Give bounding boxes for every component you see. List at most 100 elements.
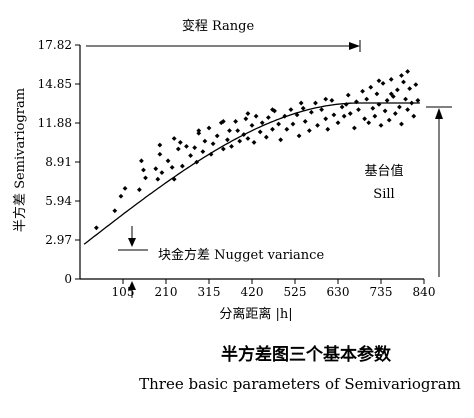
data-point — [153, 166, 159, 172]
data-point — [370, 105, 376, 111]
data-point — [300, 105, 306, 111]
data-point — [282, 113, 288, 119]
data-point — [257, 129, 263, 135]
x-tick-group: 105 210 315 420 525 630 735 840 — [112, 279, 436, 299]
data-point — [360, 88, 365, 94]
data-point — [284, 126, 290, 132]
data-point — [329, 98, 335, 103]
data-point — [136, 187, 142, 193]
data-point — [233, 119, 239, 124]
data-point — [122, 185, 128, 191]
data-point — [384, 98, 390, 103]
caption-chinese: 半方差图三个基本参数 — [221, 344, 392, 365]
data-point — [229, 143, 234, 149]
x-tick-label: 315 — [198, 285, 221, 299]
data-point — [407, 86, 413, 91]
data-point — [139, 158, 144, 164]
data-point — [243, 116, 249, 122]
nugget-top-arrow-head — [128, 238, 136, 247]
data-point — [93, 225, 99, 231]
data-point — [364, 96, 370, 102]
data-point — [319, 107, 325, 113]
data-point — [159, 170, 165, 176]
data-point — [345, 92, 351, 98]
data-point — [411, 113, 417, 119]
data-point — [171, 136, 177, 141]
data-point — [220, 119, 226, 124]
data-point — [323, 96, 329, 102]
data-point — [343, 101, 349, 107]
y-tick-label: 8.91 — [45, 155, 72, 169]
data-point — [405, 107, 411, 113]
data-point — [259, 120, 265, 126]
data-point — [177, 140, 183, 145]
data-point — [141, 167, 146, 173]
data-point — [169, 164, 175, 170]
data-point — [378, 122, 384, 128]
sill-label-en: Sill — [373, 187, 394, 202]
x-axis-title: 分离距离 |h| — [219, 306, 292, 322]
data-point — [380, 80, 386, 86]
data-point — [405, 69, 411, 74]
data-point — [270, 126, 275, 132]
data-point — [265, 115, 271, 120]
y-tick-label: 14.85 — [38, 77, 72, 91]
data-point — [306, 128, 312, 134]
data-point — [388, 77, 394, 82]
data-point — [253, 113, 259, 119]
data-point — [347, 111, 353, 116]
y-tick-label: 2.97 — [45, 233, 72, 247]
data-point — [415, 98, 421, 103]
data-point — [210, 141, 216, 147]
data-point — [206, 125, 212, 131]
data-point — [372, 113, 378, 119]
x-tick-label: 840 — [413, 285, 436, 299]
data-point — [413, 82, 419, 88]
data-point — [386, 117, 392, 123]
data-point — [325, 126, 331, 132]
data-point — [192, 145, 198, 151]
data-point — [313, 100, 318, 106]
data-point — [399, 121, 404, 127]
sill-label-cn: 基台值 — [364, 163, 403, 179]
semivariogram-model-curve — [83, 102, 420, 245]
data-point — [290, 121, 296, 127]
y-tick-label: 17.82 — [38, 38, 72, 52]
data-point — [278, 137, 284, 143]
nugget-bottom-arrow-head — [128, 281, 136, 290]
data-point — [251, 140, 257, 145]
data-point — [341, 113, 347, 119]
data-point — [184, 143, 189, 149]
data-point — [112, 208, 118, 214]
data-point — [157, 142, 163, 148]
data-point — [235, 128, 241, 134]
data-point — [143, 175, 148, 181]
data-point — [351, 125, 357, 131]
data-point — [296, 133, 302, 139]
data-point — [308, 109, 314, 115]
data-point — [188, 153, 193, 158]
data-point — [339, 104, 345, 110]
data-point — [315, 122, 320, 128]
y-axis-title: 半方差 Semivariogram — [12, 88, 28, 232]
data-point — [397, 104, 402, 110]
data-point — [202, 138, 208, 144]
data-point — [331, 112, 337, 118]
data-point — [368, 84, 374, 90]
scatter-points — [93, 69, 421, 231]
data-point — [403, 96, 408, 102]
range-arrow-head — [349, 42, 360, 50]
x-tick-label: 525 — [284, 285, 307, 299]
data-point — [390, 94, 396, 99]
data-point — [225, 137, 230, 143]
data-point — [382, 108, 388, 114]
data-point — [401, 79, 406, 85]
data-point — [179, 163, 185, 169]
data-point — [335, 120, 341, 126]
data-point — [272, 108, 277, 114]
nugget-label: 块金方差 Nugget variance — [158, 247, 324, 263]
data-point — [214, 133, 220, 139]
x-tick-label: 210 — [155, 285, 178, 299]
data-point — [237, 138, 243, 144]
